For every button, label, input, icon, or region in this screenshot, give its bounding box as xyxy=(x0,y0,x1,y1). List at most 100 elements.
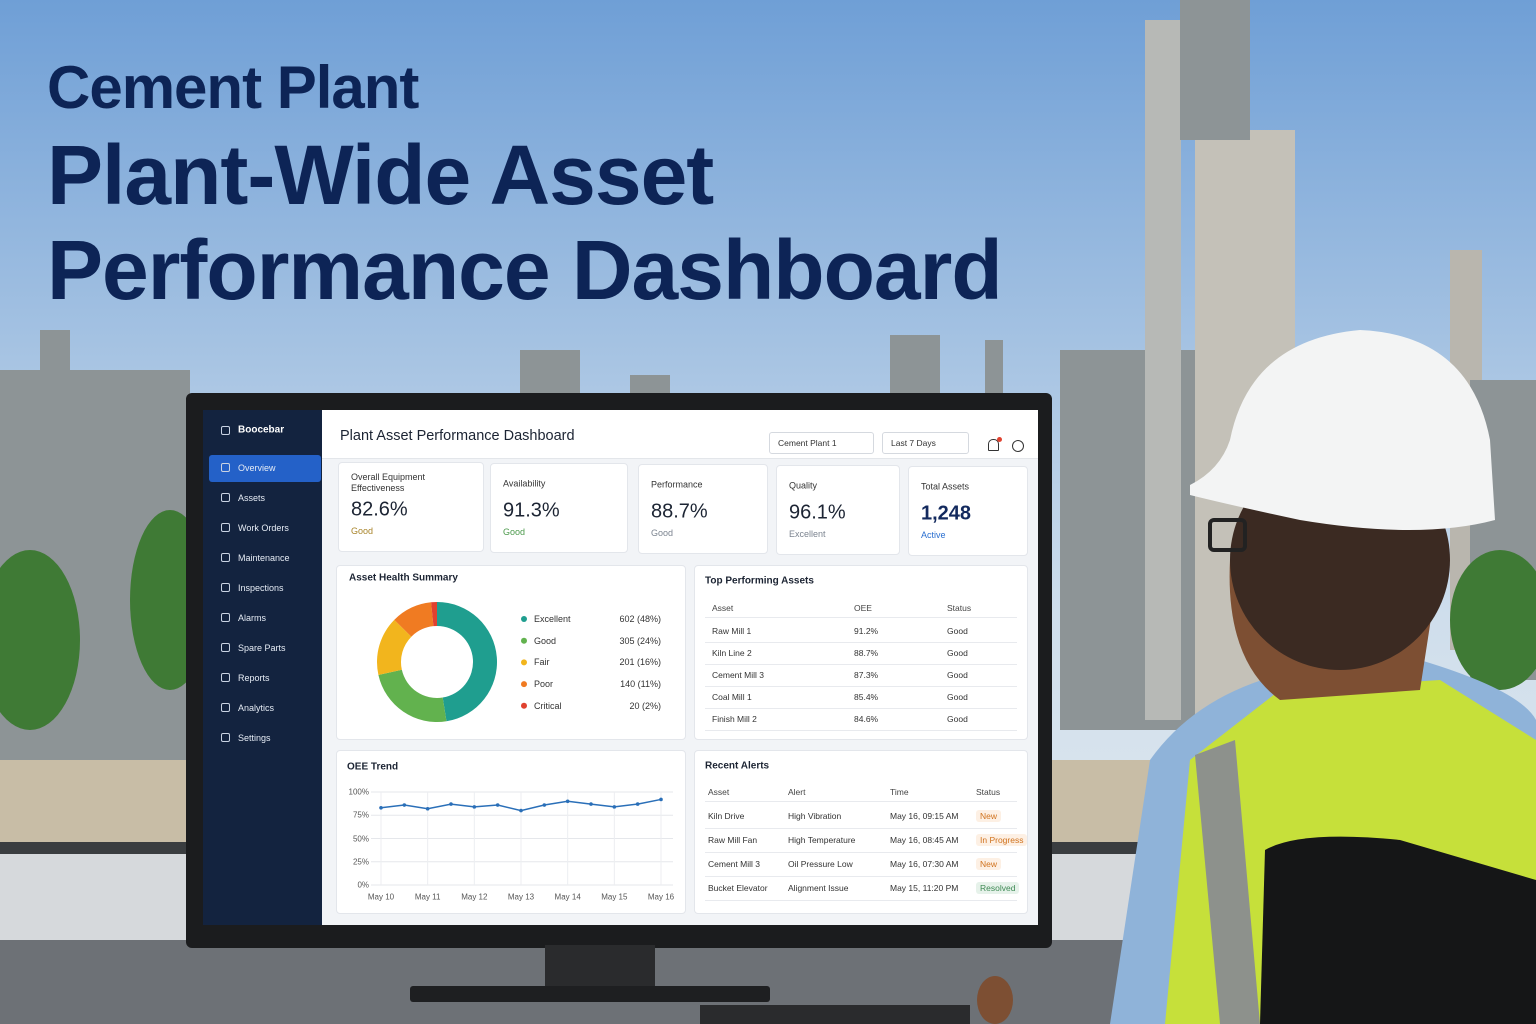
y-tick-label: 25% xyxy=(352,857,369,867)
headline: Cement Plant Plant-Wide Asset Performanc… xyxy=(47,48,1003,318)
kpi-status: Active xyxy=(921,530,946,540)
kpi-status: Good xyxy=(651,528,674,538)
select[interactable]: Cement Plant 1 xyxy=(769,432,874,454)
pie-slice xyxy=(437,602,498,722)
x-tick-label: May 11 xyxy=(414,892,441,902)
table-cell: Coal Mill 1 xyxy=(712,692,752,702)
kpi-card: Quality 96.1% Excellent xyxy=(776,465,900,555)
table-cell: 84.6% xyxy=(854,714,879,724)
legend-swatch xyxy=(521,702,527,709)
asset-health-panel: Asset Health Summary Excellent 602 (48%) Go… xyxy=(336,565,686,740)
line-point xyxy=(589,802,593,806)
pie-slice xyxy=(431,602,437,627)
row-separator xyxy=(705,617,1017,618)
kpi-status: Excellent xyxy=(789,529,826,539)
legend-label: Good xyxy=(534,635,557,646)
kpi-label: Quality xyxy=(789,480,818,491)
column-header: Time xyxy=(890,787,909,797)
headline-line: Plant-Wide Asset xyxy=(47,128,714,222)
recent-alerts-panel: Recent Alerts Asset Alert Time Status Kiln Dr… xyxy=(694,750,1028,914)
table-cell: Good xyxy=(947,714,968,724)
table-cell: May 15, 11:20 PM xyxy=(890,883,959,893)
table-cell: High Temperature xyxy=(788,835,856,845)
line-point xyxy=(612,805,617,809)
table-cell: High Vibration xyxy=(788,811,842,821)
nav-item[interactable]: Inspections xyxy=(238,583,284,593)
line-point xyxy=(449,802,453,806)
table-cell: In Progress xyxy=(976,834,1028,846)
kpi-label: Total Assets xyxy=(921,481,970,492)
kpi-value: 91.3% xyxy=(503,499,560,522)
table-cell: May 16, 09:15 AM xyxy=(890,811,959,821)
column-header: Status xyxy=(947,603,972,613)
kpi-card: Overall Equipment Effectiveness 82.6% Good xyxy=(338,462,484,552)
kpi-value: 96.1% xyxy=(789,501,846,524)
x-tick-label: May 16 xyxy=(647,892,675,902)
headline-line: Performance Dashboard xyxy=(47,223,1003,317)
y-tick-label: 75% xyxy=(352,810,369,820)
table-cell: May 16, 07:30 AM xyxy=(890,859,959,869)
nav-item[interactable]: Reports xyxy=(238,673,270,683)
user-icon[interactable] xyxy=(1012,440,1024,452)
select[interactable]: Last 7 Days xyxy=(882,432,969,454)
table-cell: Good xyxy=(947,670,968,680)
nav-item[interactable]: Overview xyxy=(238,463,276,473)
line-point xyxy=(519,808,523,813)
table-cell: May 16, 08:45 AM xyxy=(890,835,959,845)
column-header: OEE xyxy=(854,603,872,613)
kpi-label: Performance xyxy=(651,479,703,490)
kpi-card: Performance 88.7% Good xyxy=(638,464,768,554)
header-title: Plant Asset Performance Dashboard xyxy=(340,428,575,444)
kpi-label: Availability xyxy=(503,478,546,489)
value-label: 305 (24%) xyxy=(619,635,661,646)
line-point xyxy=(659,797,663,802)
nav-item[interactable]: Work Orders xyxy=(238,523,289,533)
sidebar: Boocebar Overview Assets Work Orders Mainten… xyxy=(203,410,322,925)
table-cell: Oil Pressure Low xyxy=(788,859,853,869)
nav-icon xyxy=(221,553,230,562)
nav-icon xyxy=(221,613,230,622)
kpi-status: Good xyxy=(503,527,526,537)
nav-item[interactable]: Spare Parts xyxy=(238,643,286,653)
value-label: 140 (11%) xyxy=(620,679,661,690)
row-separator xyxy=(705,828,1017,829)
nav-item[interactable]: Maintenance xyxy=(238,553,290,563)
bell-icon[interactable] xyxy=(988,439,999,451)
row-separator xyxy=(705,708,1017,709)
legend-swatch xyxy=(521,616,527,622)
kpi-card: Availability 91.3% Good xyxy=(490,463,628,553)
table-cell: Cement Mill 3 xyxy=(712,670,764,680)
column-header: Status xyxy=(976,787,1001,797)
y-tick-label: 100% xyxy=(348,787,369,797)
table-cell: 91.2% xyxy=(854,626,879,636)
table-cell: 88.7% xyxy=(854,648,879,658)
table-cell: New xyxy=(976,810,1002,822)
kpi-value: 1,248 xyxy=(921,502,972,525)
nav-icon xyxy=(221,733,230,742)
chart-title: OEE Trend xyxy=(347,761,399,773)
x-tick-label: May 14 xyxy=(554,892,581,902)
nav-item[interactable]: Assets xyxy=(238,493,266,503)
table-cell: Raw Mill 1 xyxy=(712,626,752,636)
nav-item[interactable]: Alarms xyxy=(238,613,267,623)
select-value: Last 7 Days xyxy=(891,438,936,448)
y-tick-label: 50% xyxy=(352,834,369,843)
nav-icon xyxy=(221,643,230,652)
x-tick-label: May 13 xyxy=(507,892,535,902)
legend-label: Fair xyxy=(534,657,550,668)
legend-swatch xyxy=(521,681,527,688)
select-value: Cement Plant 1 xyxy=(778,438,837,448)
row-separator xyxy=(705,686,1017,687)
table-cell: Resolved xyxy=(976,882,1020,894)
nav-icon xyxy=(221,493,230,502)
brand: Boocebar xyxy=(238,424,285,436)
top-assets-panel: Top Performing Assets Asset OEE Status Raw M… xyxy=(694,565,1028,740)
nav-item[interactable]: Analytics xyxy=(238,703,275,713)
line-point xyxy=(472,805,477,809)
nav-item[interactable]: Settings xyxy=(238,733,271,743)
table-cell: 85.4% xyxy=(854,692,879,702)
legend-label: Critical xyxy=(534,700,562,711)
pie-slice xyxy=(394,602,434,637)
table-cell: Cement Mill 3 xyxy=(708,859,760,869)
column-header: Alert xyxy=(788,787,806,797)
